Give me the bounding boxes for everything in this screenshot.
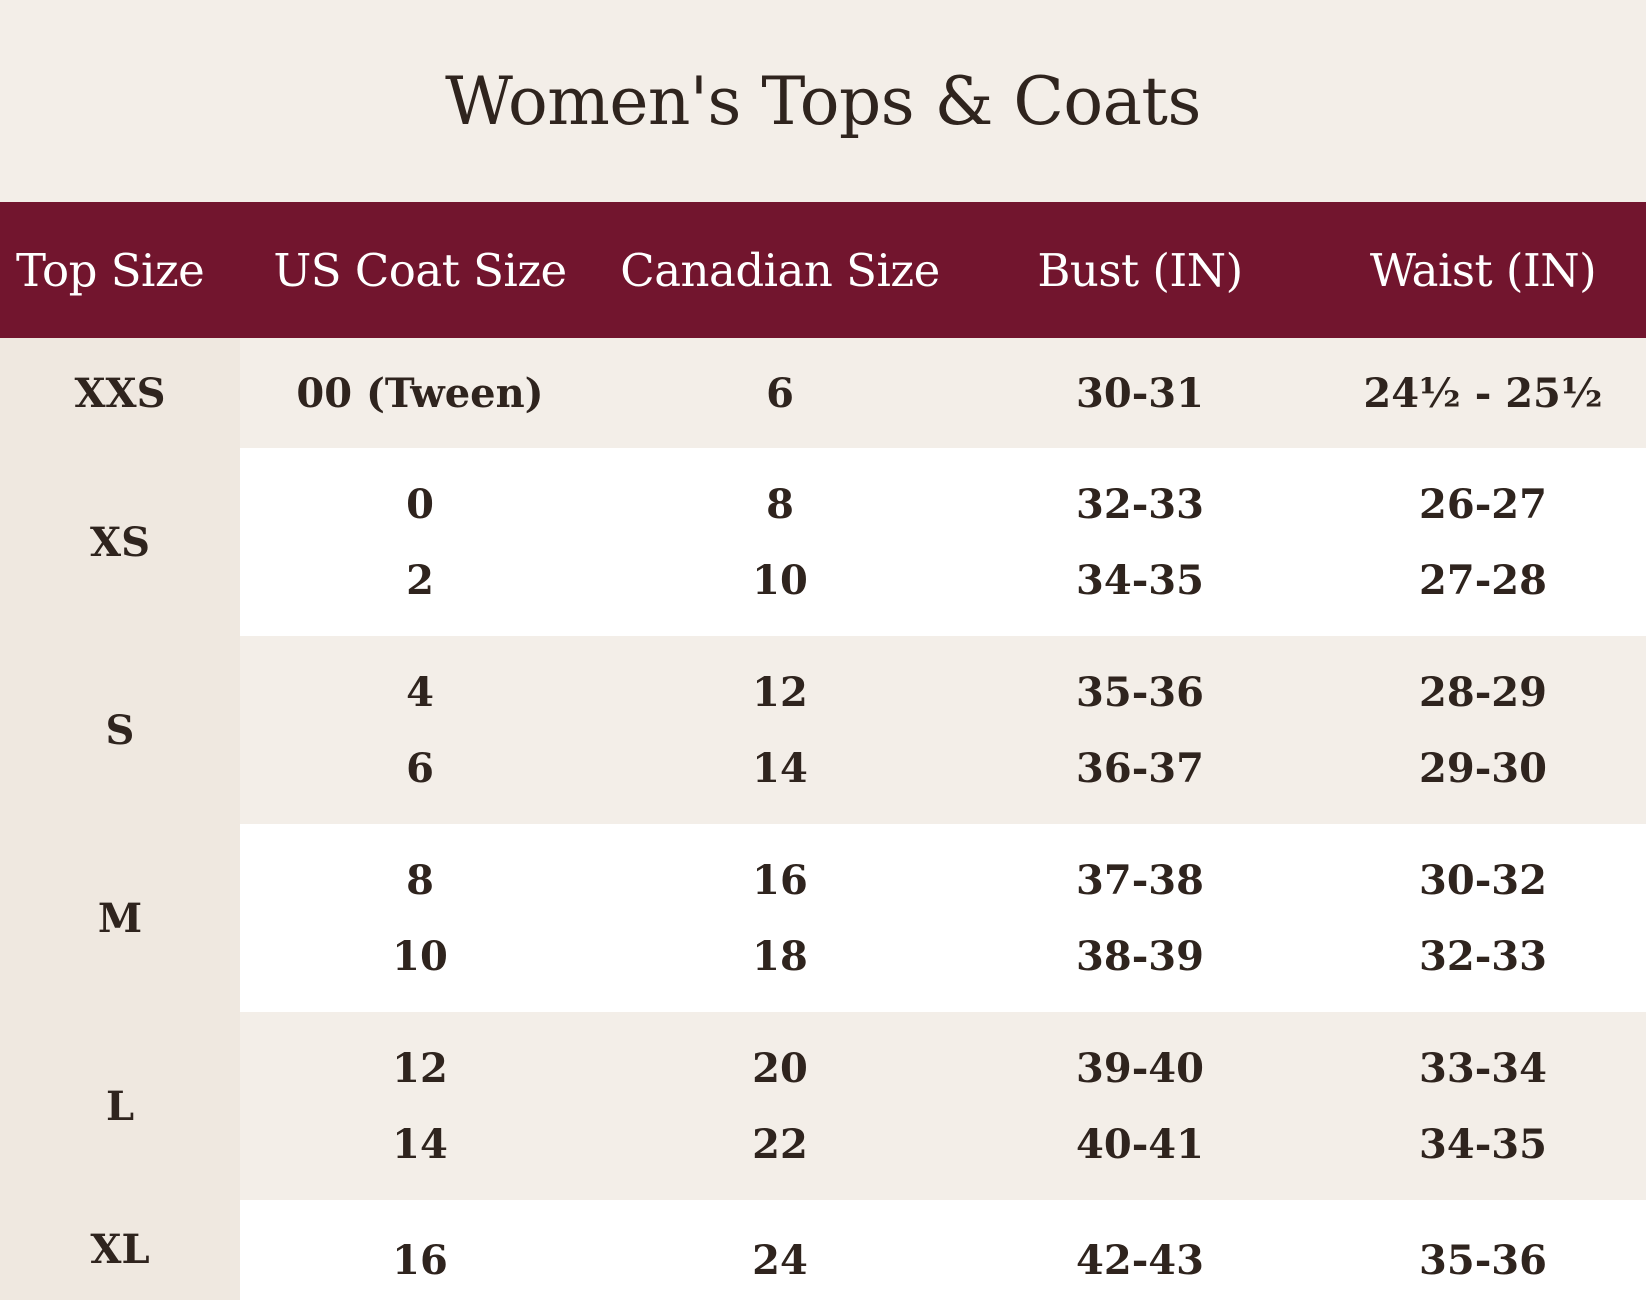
us-coat-size-cell: 0 (406, 480, 434, 528)
table-row: 2 10 34-35 27-28 (240, 542, 1646, 618)
header-bust: Bust (IN) (1037, 243, 1243, 297)
canadian-size-cell: 18 (752, 932, 808, 980)
top-size-cell: XL (0, 1200, 240, 1300)
bust-cell: 42-43 (1076, 1236, 1204, 1284)
size-group-m: M 8 16 37-38 30-32 10 18 38-39 32-33 (0, 824, 1646, 1012)
top-size-cell: XXS (0, 338, 240, 448)
chart-title: Women's Tops & Coats (445, 62, 1201, 140)
group-rows: 00 (Tween) 6 30-31 24½ - 25½ (240, 338, 1646, 448)
canadian-size-cell: 6 (766, 369, 794, 417)
canadian-size-cell: 22 (752, 1120, 808, 1168)
group-rows: 0 8 32-33 26-27 2 10 34-35 27-28 (240, 448, 1646, 636)
bust-cell: 36-37 (1076, 744, 1204, 792)
header-canadian-size: Canadian Size (620, 243, 940, 297)
size-group-s: S 4 12 35-36 28-29 6 14 36-37 29-30 (0, 636, 1646, 824)
canadian-size-cell: 14 (752, 744, 808, 792)
size-group-l: L 12 20 39-40 33-34 14 22 40-41 34-35 (0, 1012, 1646, 1200)
us-coat-size-cell: 12 (392, 1044, 448, 1092)
table-row: 8 16 37-38 30-32 (240, 842, 1646, 918)
us-coat-size-cell: 2 (406, 556, 434, 604)
waist-cell: 28-29 (1419, 668, 1547, 716)
canadian-size-cell: 12 (752, 668, 808, 716)
us-coat-size-cell: 10 (392, 932, 448, 980)
top-size-cell: M (0, 824, 240, 1012)
table-header-row: Top Size US Coat Size Canadian Size Bust… (0, 202, 1646, 338)
size-chart-table: Top Size US Coat Size Canadian Size Bust… (0, 202, 1646, 1300)
bust-cell: 37-38 (1076, 856, 1204, 904)
table-row: 4 12 35-36 28-29 (240, 654, 1646, 730)
bust-cell: 39-40 (1076, 1044, 1204, 1092)
waist-cell: 34-35 (1419, 1120, 1547, 1168)
canadian-size-cell: 16 (752, 856, 808, 904)
group-rows: 12 20 39-40 33-34 14 22 40-41 34-35 (240, 1012, 1646, 1200)
us-coat-size-cell: 00 (Tween) (296, 369, 544, 417)
canadian-size-cell: 10 (752, 556, 808, 604)
waist-cell: 32-33 (1419, 932, 1547, 980)
waist-cell: 24½ - 25½ (1363, 369, 1603, 417)
us-coat-size-cell: 4 (406, 668, 434, 716)
canadian-size-cell: 8 (766, 480, 794, 528)
canadian-size-cell: 20 (752, 1044, 808, 1092)
top-size-cell: L (0, 1012, 240, 1200)
header-us-coat-size: US Coat Size (273, 243, 567, 297)
bust-cell: 35-36 (1076, 668, 1204, 716)
size-group-xxs: XXS 00 (Tween) 6 30-31 24½ - 25½ (0, 338, 1646, 448)
group-rows: 4 12 35-36 28-29 6 14 36-37 29-30 (240, 636, 1646, 824)
bust-cell: 34-35 (1076, 556, 1204, 604)
canadian-size-cell: 24 (752, 1236, 808, 1284)
size-group-xl: XL 16 24 42-43 35-36 (0, 1200, 1646, 1300)
header-waist: Waist (IN) (1369, 243, 1597, 297)
us-coat-size-cell: 6 (406, 744, 434, 792)
waist-cell: 29-30 (1419, 744, 1547, 792)
waist-cell: 33-34 (1419, 1044, 1547, 1092)
table-row: 0 8 32-33 26-27 (240, 466, 1646, 542)
waist-cell: 35-36 (1419, 1236, 1547, 1284)
table-row: 16 24 42-43 35-36 (240, 1220, 1646, 1300)
waist-cell: 27-28 (1419, 556, 1547, 604)
group-rows: 16 24 42-43 35-36 (240, 1200, 1646, 1300)
top-size-cell: S (0, 636, 240, 824)
table-row: 12 20 39-40 33-34 (240, 1030, 1646, 1106)
us-coat-size-cell: 16 (392, 1236, 448, 1284)
us-coat-size-cell: 14 (392, 1120, 448, 1168)
header-top-size: Top Size (16, 243, 205, 297)
bust-cell: 40-41 (1076, 1120, 1204, 1168)
table-row: 6 14 36-37 29-30 (240, 730, 1646, 806)
table-row: 10 18 38-39 32-33 (240, 918, 1646, 994)
table-row: 14 22 40-41 34-35 (240, 1106, 1646, 1182)
top-size-cell: XS (0, 448, 240, 636)
us-coat-size-cell: 8 (406, 856, 434, 904)
size-group-xs: XS 0 8 32-33 26-27 2 10 34-35 27-28 (0, 448, 1646, 636)
waist-cell: 30-32 (1419, 856, 1547, 904)
table-row: 00 (Tween) 6 30-31 24½ - 25½ (240, 338, 1646, 448)
bust-cell: 38-39 (1076, 932, 1204, 980)
waist-cell: 26-27 (1419, 480, 1547, 528)
bust-cell: 30-31 (1076, 369, 1204, 417)
bust-cell: 32-33 (1076, 480, 1204, 528)
group-rows: 8 16 37-38 30-32 10 18 38-39 32-33 (240, 824, 1646, 1012)
